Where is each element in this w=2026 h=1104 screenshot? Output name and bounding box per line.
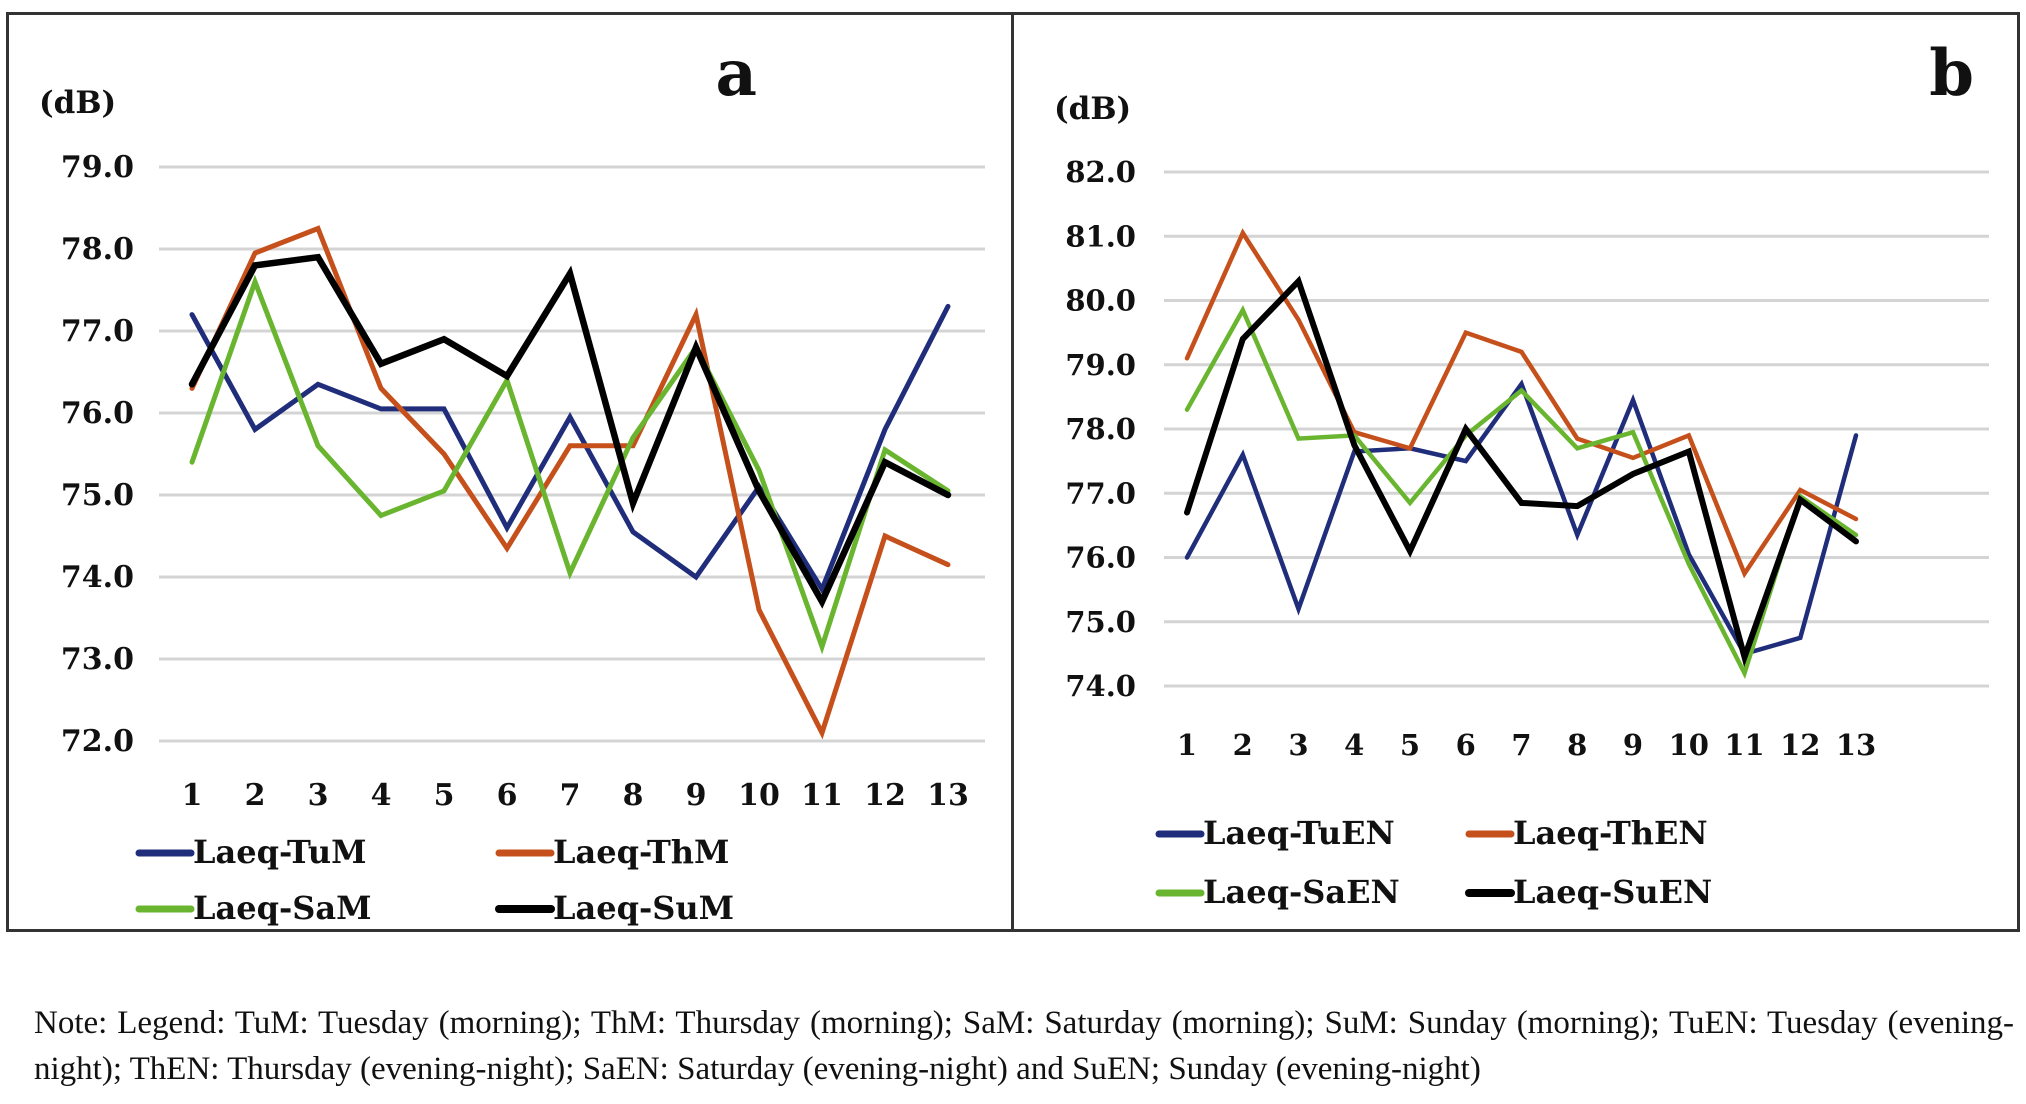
gridlines [1164, 170, 1989, 688]
panel-divider [1011, 12, 1014, 932]
x-tick-label: 2 [1233, 728, 1253, 762]
y-tick-label: 78.0 [61, 232, 134, 267]
legend: Laeq-TuEN Laeq-ThEN Laeq-SaEN Laeq-SuEN [1155, 814, 1712, 911]
y-tick-label: 77.0 [61, 314, 134, 349]
x-tick-label: 4 [371, 778, 392, 813]
x-tick-label: 8 [623, 778, 644, 813]
x-tick-label: 13 [927, 778, 969, 813]
y-axis-unit-label: (dB) [1054, 91, 1131, 127]
panel-label: a [716, 36, 757, 111]
x-tick-label: 3 [1288, 728, 1308, 762]
x-tick-label: 9 [686, 778, 707, 813]
x-tick-label: 10 [1669, 728, 1709, 762]
x-tick-label: 6 [1456, 728, 1476, 762]
legend-label: Laeq-SuM [553, 889, 734, 927]
legend-label: Laeq-TuEN [1203, 814, 1395, 852]
chart-panel-a: a(dB)79.078.077.076.075.074.073.072.01 2 3… [39, 36, 985, 927]
y-tick-label: 75.0 [61, 478, 134, 513]
x-tick-label: 1 [182, 778, 203, 813]
y-tick-label: 77.0 [1065, 476, 1136, 510]
legend-label: Laeq-SuEN [1513, 873, 1712, 911]
x-tick-label: 7 [560, 778, 581, 813]
gridlines [159, 165, 985, 743]
series-line-laeq-sam [189, 274, 951, 655]
y-tick-label: 73.0 [61, 642, 134, 677]
legend-label: Laeq-TuM [193, 833, 367, 871]
x-tick-label: 6 [497, 778, 518, 813]
y-tick-label: 75.0 [1065, 605, 1136, 639]
x-tick-label: 7 [1511, 728, 1531, 762]
legend-item: Laeq-ThM [495, 833, 729, 871]
legend-label: Laeq-SaEN [1203, 873, 1400, 911]
series-line-laeq-sum [188, 253, 952, 609]
x-tick-label: 5 [1400, 728, 1420, 762]
legend-label: Laeq-SaM [193, 889, 372, 927]
x-tick-label: 5 [434, 778, 455, 813]
y-tick-label: 76.0 [1065, 541, 1136, 575]
x-tick-label: 4 [1344, 728, 1364, 762]
legend-item: Laeq-TuM [135, 833, 367, 871]
chart-panel-b: b (dB) 82.0 81.0 80.0 79.0 78.0 77.0 76.0 75.0 74.… [1054, 36, 1989, 911]
series-line-laeq-then [1184, 228, 1859, 579]
y-tick-label: 82.0 [1065, 155, 1136, 189]
y-tick-label: 81.0 [1065, 219, 1136, 253]
y-tick-label: 79.0 [61, 150, 134, 185]
y-tick-label: 74.0 [61, 560, 134, 595]
panel-label: b [1929, 36, 1974, 111]
legend-label: Laeq-ThEN [1513, 814, 1708, 852]
x-tick-label: 3 [308, 778, 329, 813]
legend-item: Laeq-SaEN [1155, 873, 1400, 911]
x-tick-label: 9 [1623, 728, 1643, 762]
series-line-laeq-suen [1184, 275, 1859, 668]
legend-item: Laeq-SuEN [1465, 873, 1712, 911]
legend: Laeq-TuM Laeq-ThM Laeq-SaM Laeq-SuM [135, 833, 734, 927]
x-tick-label: 8 [1567, 728, 1587, 762]
x-tick-label: 12 [864, 778, 906, 813]
y-axis-unit-label: (dB) [39, 85, 116, 121]
legend-item: Laeq-TuEN [1155, 814, 1395, 852]
x-tick-label: 11 [801, 778, 843, 813]
x-tick-label: 13 [1836, 728, 1876, 762]
series-line-laeq-thm [189, 225, 951, 740]
x-tick-label: 11 [1724, 728, 1764, 762]
y-tick-label: 74.0 [1065, 669, 1136, 703]
legend-label: Laeq-ThM [553, 833, 729, 871]
x-tick-label: 1 [1177, 728, 1197, 762]
y-tick-label: 80.0 [1065, 284, 1136, 318]
y-tick-label: 79.0 [1065, 348, 1136, 382]
figure-note: Note: Legend: TuM: Tuesday (morning); Th… [34, 1005, 2014, 1087]
y-tick-label: 78.0 [1065, 412, 1136, 446]
y-tick-label: 72.0 [61, 724, 134, 759]
x-tick-label: 2 [245, 778, 266, 813]
series-line-laeq-tuen [1184, 379, 1859, 657]
y-tick-label: 76.0 [61, 396, 134, 431]
legend-item: Laeq-SaM [135, 889, 372, 927]
x-tick-label: 10 [738, 778, 780, 813]
legend-item: Laeq-SuM [495, 889, 734, 927]
x-tick-label: 12 [1780, 728, 1820, 762]
legend-item: Laeq-ThEN [1465, 814, 1708, 852]
